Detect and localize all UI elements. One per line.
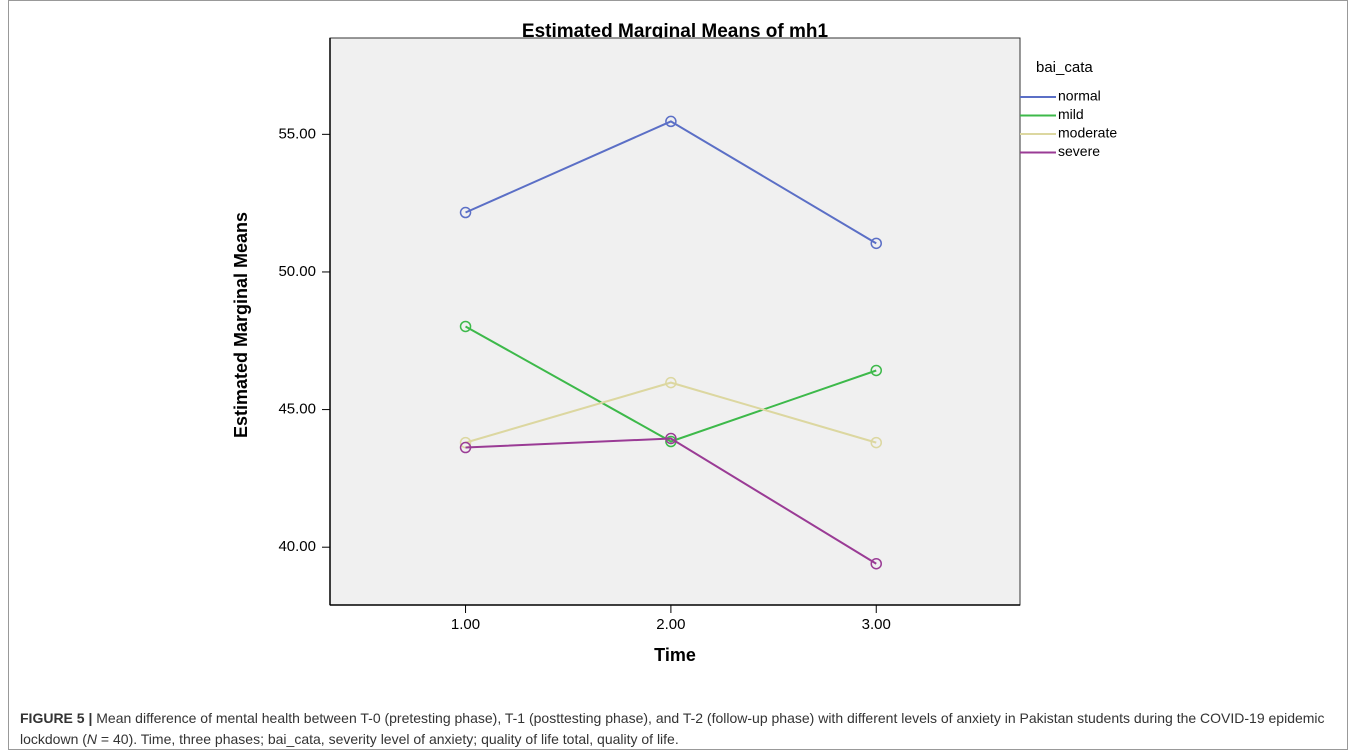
legend-label: severe — [1058, 143, 1100, 159]
legend-title: bai_cata — [1036, 59, 1093, 76]
figure-frame — [8, 0, 1348, 750]
point-marker — [665, 432, 677, 445]
caption: FIGURE 5 | Mean difference of mental hea… — [20, 708, 1330, 750]
series-line — [465, 437, 877, 565]
y-tick-label: 45.00 — [278, 401, 316, 418]
x-tick-label: 2.00 — [656, 616, 685, 633]
point-marker — [459, 206, 472, 219]
y-axis-label: Estimated Marginal Means — [231, 212, 251, 438]
caption-text: Mean difference of mental health between… — [20, 710, 1325, 747]
point-marker — [665, 376, 677, 389]
y-tick-label: 50.00 — [278, 263, 316, 280]
point-marker — [459, 320, 472, 333]
point-marker — [870, 436, 882, 449]
point-marker — [459, 436, 472, 449]
legend-label: normal — [1058, 88, 1101, 104]
point-marker — [870, 364, 882, 377]
x-axis-label: Time — [654, 645, 696, 665]
series-line — [465, 381, 877, 444]
chart: Estimated Marginal Means of mh1 Time Est… — [231, 21, 1118, 665]
point-marker — [665, 115, 677, 128]
plot-area — [329, 37, 1021, 606]
y-tick-label: 40.00 — [278, 538, 316, 555]
series-line — [465, 325, 877, 443]
y-tick-label: 55.00 — [278, 125, 316, 142]
legend-label: moderate — [1058, 125, 1117, 141]
chart-title: Estimated Marginal Means of mh1 — [522, 21, 829, 42]
legend-label: mild — [1058, 106, 1084, 122]
caption-label: FIGURE 5 | — [20, 710, 93, 726]
caption-text: N — [86, 731, 98, 747]
x-tick-label: 1.00 — [451, 616, 480, 633]
caption-text: = 40). Time, three phases; bai_cata, sev… — [97, 731, 679, 747]
point-marker — [870, 557, 882, 570]
point-marker — [459, 441, 472, 454]
series-line — [465, 120, 877, 245]
x-tick-label: 3.00 — [862, 616, 891, 633]
point-marker — [870, 237, 882, 250]
